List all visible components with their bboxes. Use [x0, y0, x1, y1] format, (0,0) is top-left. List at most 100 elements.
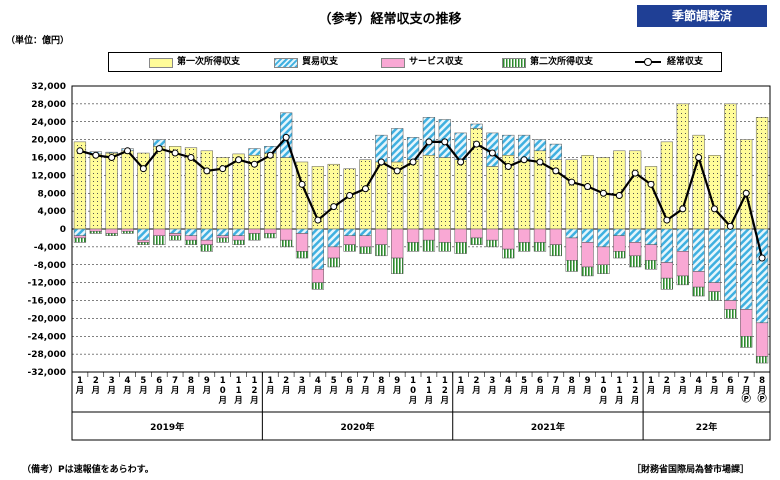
bar-primary-income: [105, 152, 118, 230]
bar-trade: [343, 228, 356, 236]
bar-trade: [184, 228, 198, 236]
bar-secondary-income: [470, 237, 483, 245]
x-tick-label: 6: [347, 376, 353, 386]
x-tick-label: 月: [313, 386, 323, 396]
bar-services: [755, 322, 769, 357]
y-tick-label: -12,000: [28, 279, 66, 289]
y-tick-label: 12,000: [31, 171, 66, 181]
y-tick-label: 0: [60, 225, 66, 235]
year-label: 2019年: [150, 421, 184, 433]
current-account-point: [710, 205, 718, 213]
year-label: 2020年: [341, 421, 375, 433]
bar-services: [105, 228, 118, 234]
bar-secondary-income: [105, 233, 118, 236]
y-tick-label: 8,000: [38, 189, 66, 199]
current-account-point: [409, 158, 417, 166]
bar-secondary-income: [121, 230, 134, 234]
x-tick-label: 月: [677, 386, 687, 396]
bar-trade: [517, 134, 531, 160]
bar-primary-income: [73, 141, 87, 230]
x-tick-label: 2: [251, 386, 257, 396]
x-tick-label: 3: [299, 376, 305, 386]
bar-trade: [232, 228, 245, 236]
current-account-point: [488, 149, 496, 157]
y-tick-label: -8,000: [34, 261, 66, 271]
current-account-point: [92, 151, 100, 159]
current-account-point: [441, 138, 449, 146]
x-tick-label: 5: [140, 376, 146, 386]
x-tick-label: 月: [487, 386, 497, 396]
bar-primary-income: [486, 166, 499, 230]
current-account-point: [187, 154, 195, 161]
source-label: ［財務省国際局為替市場課］: [632, 465, 750, 475]
bar-secondary-income: [168, 235, 182, 241]
axis-layer: 32,00028,00024,00020,00016,00012,0008,00…: [28, 82, 771, 441]
bar-trade: [105, 151, 118, 154]
bar-services: [375, 228, 388, 245]
x-tick-label: 月: [328, 386, 338, 396]
chart-legend: 第一次所得収支 貿易収支 サービス収支 第二次所得収支 経常収支: [108, 52, 722, 72]
x-tick-label: 1: [616, 386, 622, 396]
x-tick-label: 1: [410, 376, 416, 386]
x-tick-label: 月: [725, 386, 735, 396]
current-account-point: [282, 133, 290, 141]
x-tick-label: 6: [727, 376, 733, 386]
x-tick-label: 1: [442, 376, 448, 386]
bar-secondary-income: [581, 266, 594, 277]
x-tick-label: 月: [551, 386, 561, 396]
bar-services: [311, 268, 325, 283]
bar-secondary-income: [375, 244, 388, 257]
bar-layer: [73, 103, 769, 364]
x-tick-label: 7: [553, 376, 559, 386]
x-tick-label: 月: [646, 386, 656, 396]
bar-services: [660, 262, 674, 279]
preliminary-mark: [741, 393, 751, 403]
bar-secondary-income: [438, 242, 451, 252]
bar-services: [153, 228, 166, 236]
x-tick-label: 月: [138, 386, 148, 396]
bar-secondary-income: [184, 239, 198, 245]
bar-secondary-income: [232, 239, 245, 245]
x-tick-label: 月: [519, 386, 529, 396]
x-tick-label: 0: [220, 386, 226, 396]
bar-primary-income: [692, 134, 705, 230]
x-tick-label: 月: [360, 386, 370, 396]
y-tick-label: 16,000: [31, 154, 66, 164]
bar-services: [676, 251, 689, 277]
seasonally-adjusted-badge: 季節調整済: [637, 5, 767, 27]
y-tick-label: 28,000: [31, 100, 66, 110]
x-tick-label: 8: [759, 376, 765, 386]
bar-services: [708, 282, 721, 292]
x-tick-label: 月: [249, 396, 259, 406]
bar-primary-income: [121, 150, 134, 230]
bar-primary-income: [327, 163, 340, 230]
x-tick-label: 0: [410, 386, 416, 396]
preliminary-flag: P: [759, 395, 764, 403]
x-tick-label: 月: [376, 386, 386, 396]
bar-services: [89, 228, 102, 232]
bar-secondary-income: [343, 244, 356, 252]
bar-services: [391, 228, 404, 259]
bar-secondary-income: [755, 356, 769, 364]
x-tick-label: 2: [664, 376, 670, 386]
y-tick-label: -4,000: [34, 243, 66, 253]
bar-secondary-income: [613, 251, 626, 259]
bar-services: [184, 235, 198, 241]
bar-secondary-income: [708, 291, 721, 301]
bar-secondary-income: [391, 257, 404, 274]
bar-secondary-income: [89, 230, 102, 234]
bar-secondary-income: [644, 260, 658, 270]
x-tick-label: 7: [363, 376, 369, 386]
bar-services: [470, 228, 483, 239]
current-account-point: [139, 165, 147, 173]
bar-secondary-income: [216, 237, 229, 243]
x-tick-label: 9: [585, 376, 591, 386]
bar-secondary-income: [200, 244, 213, 252]
bar-secondary-income: [565, 260, 578, 272]
bar-secondary-income: [359, 246, 372, 254]
bar-primary-income: [375, 161, 388, 230]
legend-swatch-primary-income: [149, 58, 173, 68]
current-account-point: [377, 158, 385, 166]
year-label: 22年: [696, 421, 718, 433]
legend-swatch-secondary-income: [502, 58, 526, 68]
